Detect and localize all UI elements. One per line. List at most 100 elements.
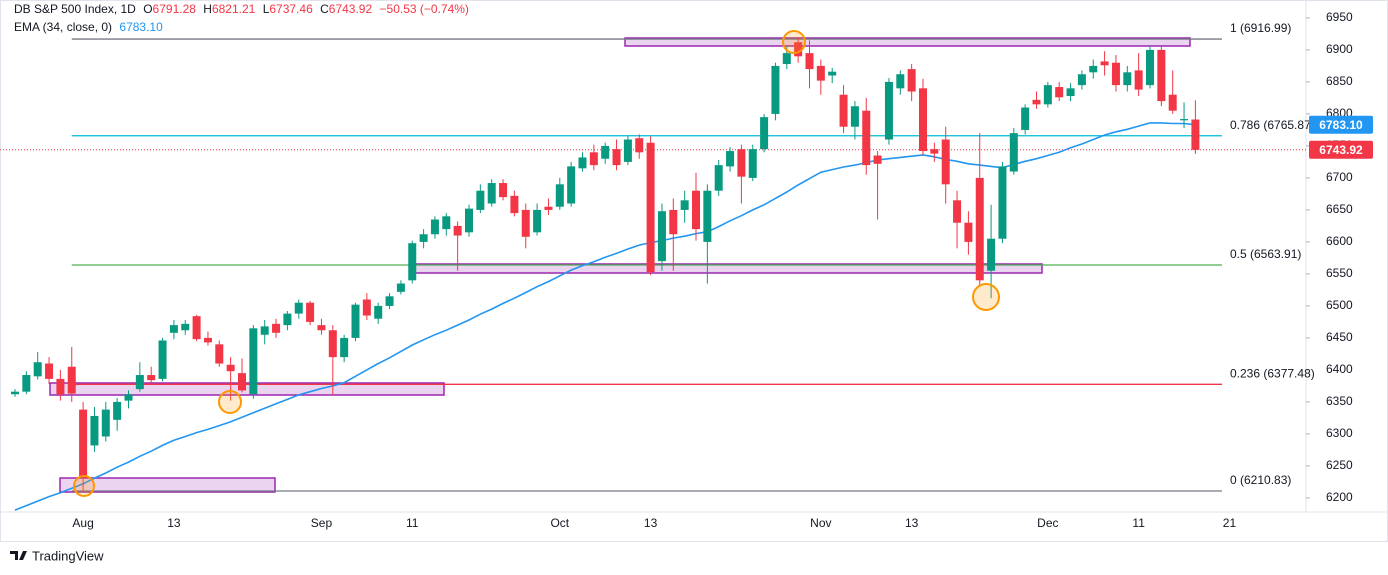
candle-body xyxy=(907,69,916,92)
candle-body xyxy=(839,94,848,127)
candle-body xyxy=(896,74,905,89)
logo-mark xyxy=(10,551,27,560)
candle-body xyxy=(1180,119,1189,121)
candle-body xyxy=(737,149,746,177)
candle-body xyxy=(11,391,19,395)
candle-body xyxy=(1089,65,1098,73)
candle-body xyxy=(850,106,859,127)
y-tick-label: 6600 xyxy=(1326,234,1353,248)
highlight-circle xyxy=(782,30,806,54)
candle-body xyxy=(476,190,485,210)
candle-body xyxy=(113,401,122,420)
candle-body xyxy=(56,378,65,395)
candle-body xyxy=(692,190,700,230)
candle-body xyxy=(941,139,950,185)
candle-body xyxy=(635,138,644,153)
candle-body xyxy=(328,330,337,358)
ohlc-value: 6821.21 xyxy=(212,2,256,16)
price-badge xyxy=(1309,140,1373,159)
x-tick-label: Aug xyxy=(72,516,93,530)
candle-body xyxy=(828,71,837,76)
candle-body xyxy=(782,53,791,64)
candle-body xyxy=(203,337,212,343)
candle-body xyxy=(374,305,383,319)
candle-body xyxy=(419,234,428,242)
candle-body xyxy=(953,200,962,223)
candle-body xyxy=(22,375,31,392)
fib-label: 0.786 (6765.87) xyxy=(1230,118,1315,132)
candle-body xyxy=(623,139,632,162)
candle-body xyxy=(794,42,803,57)
candle-body xyxy=(760,117,769,150)
candle-body xyxy=(612,149,621,166)
y-tick-label: 6550 xyxy=(1326,266,1353,280)
candle-body xyxy=(158,340,167,379)
ohlc-value: 6743.92 xyxy=(329,2,373,16)
x-tick-label: 21 xyxy=(1223,516,1237,530)
ohlc-value: 6791.28 xyxy=(153,2,197,16)
candle-body xyxy=(1123,72,1132,86)
candle-body xyxy=(272,323,281,333)
candle-body xyxy=(306,302,315,322)
y-tick-label: 6850 xyxy=(1326,74,1353,88)
candle-body xyxy=(748,149,757,178)
candle-body xyxy=(714,165,723,191)
candle-body xyxy=(987,238,996,271)
y-tick-label: 6300 xyxy=(1326,426,1353,440)
candle-body xyxy=(964,222,973,242)
brand: TradingView xyxy=(32,548,104,563)
candle-body xyxy=(385,296,394,306)
y-tick-label: 6700 xyxy=(1326,170,1353,184)
candle-body xyxy=(499,183,508,198)
y-tick-label: 6250 xyxy=(1326,458,1353,472)
candle-body xyxy=(646,142,655,272)
candle-body xyxy=(1009,133,1018,172)
candle-body xyxy=(465,208,473,233)
y-tick-label: 6900 xyxy=(1326,42,1353,56)
ema-value: 6783.10 xyxy=(119,20,163,34)
candle-body xyxy=(340,337,349,358)
candle-body xyxy=(555,184,564,207)
candle-body xyxy=(975,177,984,281)
price-badge-label: 6743.92 xyxy=(1319,143,1363,157)
chart-title: DB S&P 500 Index, 1D xyxy=(14,2,136,16)
candle-body xyxy=(45,363,54,379)
fib-label: 0.236 (6377.48) xyxy=(1230,367,1315,381)
candle-body xyxy=(1066,88,1075,96)
candle-body xyxy=(101,409,110,437)
annotations xyxy=(49,37,1191,493)
highlight-circle xyxy=(972,283,1000,311)
candle-body xyxy=(680,200,689,210)
candle-body xyxy=(1077,74,1086,86)
x-tick-label: 13 xyxy=(905,516,919,530)
candle-body xyxy=(1191,119,1200,150)
candle-body xyxy=(317,325,326,331)
candle-body xyxy=(362,299,371,316)
highlight-circle xyxy=(218,390,242,414)
y-tick-label: 6500 xyxy=(1326,298,1353,312)
fib-label: 1 (6916.99) xyxy=(1230,21,1291,35)
candle-body xyxy=(79,409,88,478)
candle-body xyxy=(226,364,235,372)
candle-body xyxy=(147,375,156,381)
chart-frame xyxy=(0,0,1388,542)
candle-body xyxy=(805,53,814,70)
candle-body xyxy=(192,316,201,340)
candle-body xyxy=(862,110,871,166)
candle-body xyxy=(33,362,42,377)
brand-logo: TradingView xyxy=(10,548,104,563)
candle-body xyxy=(430,219,439,235)
zone-box xyxy=(59,477,276,493)
y-tick-label: 6350 xyxy=(1326,394,1353,408)
candle-body xyxy=(249,328,258,395)
candle-body xyxy=(1032,99,1041,105)
price-badge xyxy=(1309,115,1373,134)
candle-body xyxy=(1100,61,1109,66)
candle-body xyxy=(396,283,405,292)
candle-body xyxy=(703,190,712,242)
candle-body xyxy=(510,195,519,214)
candle-body xyxy=(884,81,893,140)
candle-body xyxy=(238,373,246,391)
ema-name: EMA (34, close, 0) xyxy=(14,20,112,34)
candle-body xyxy=(873,155,882,164)
